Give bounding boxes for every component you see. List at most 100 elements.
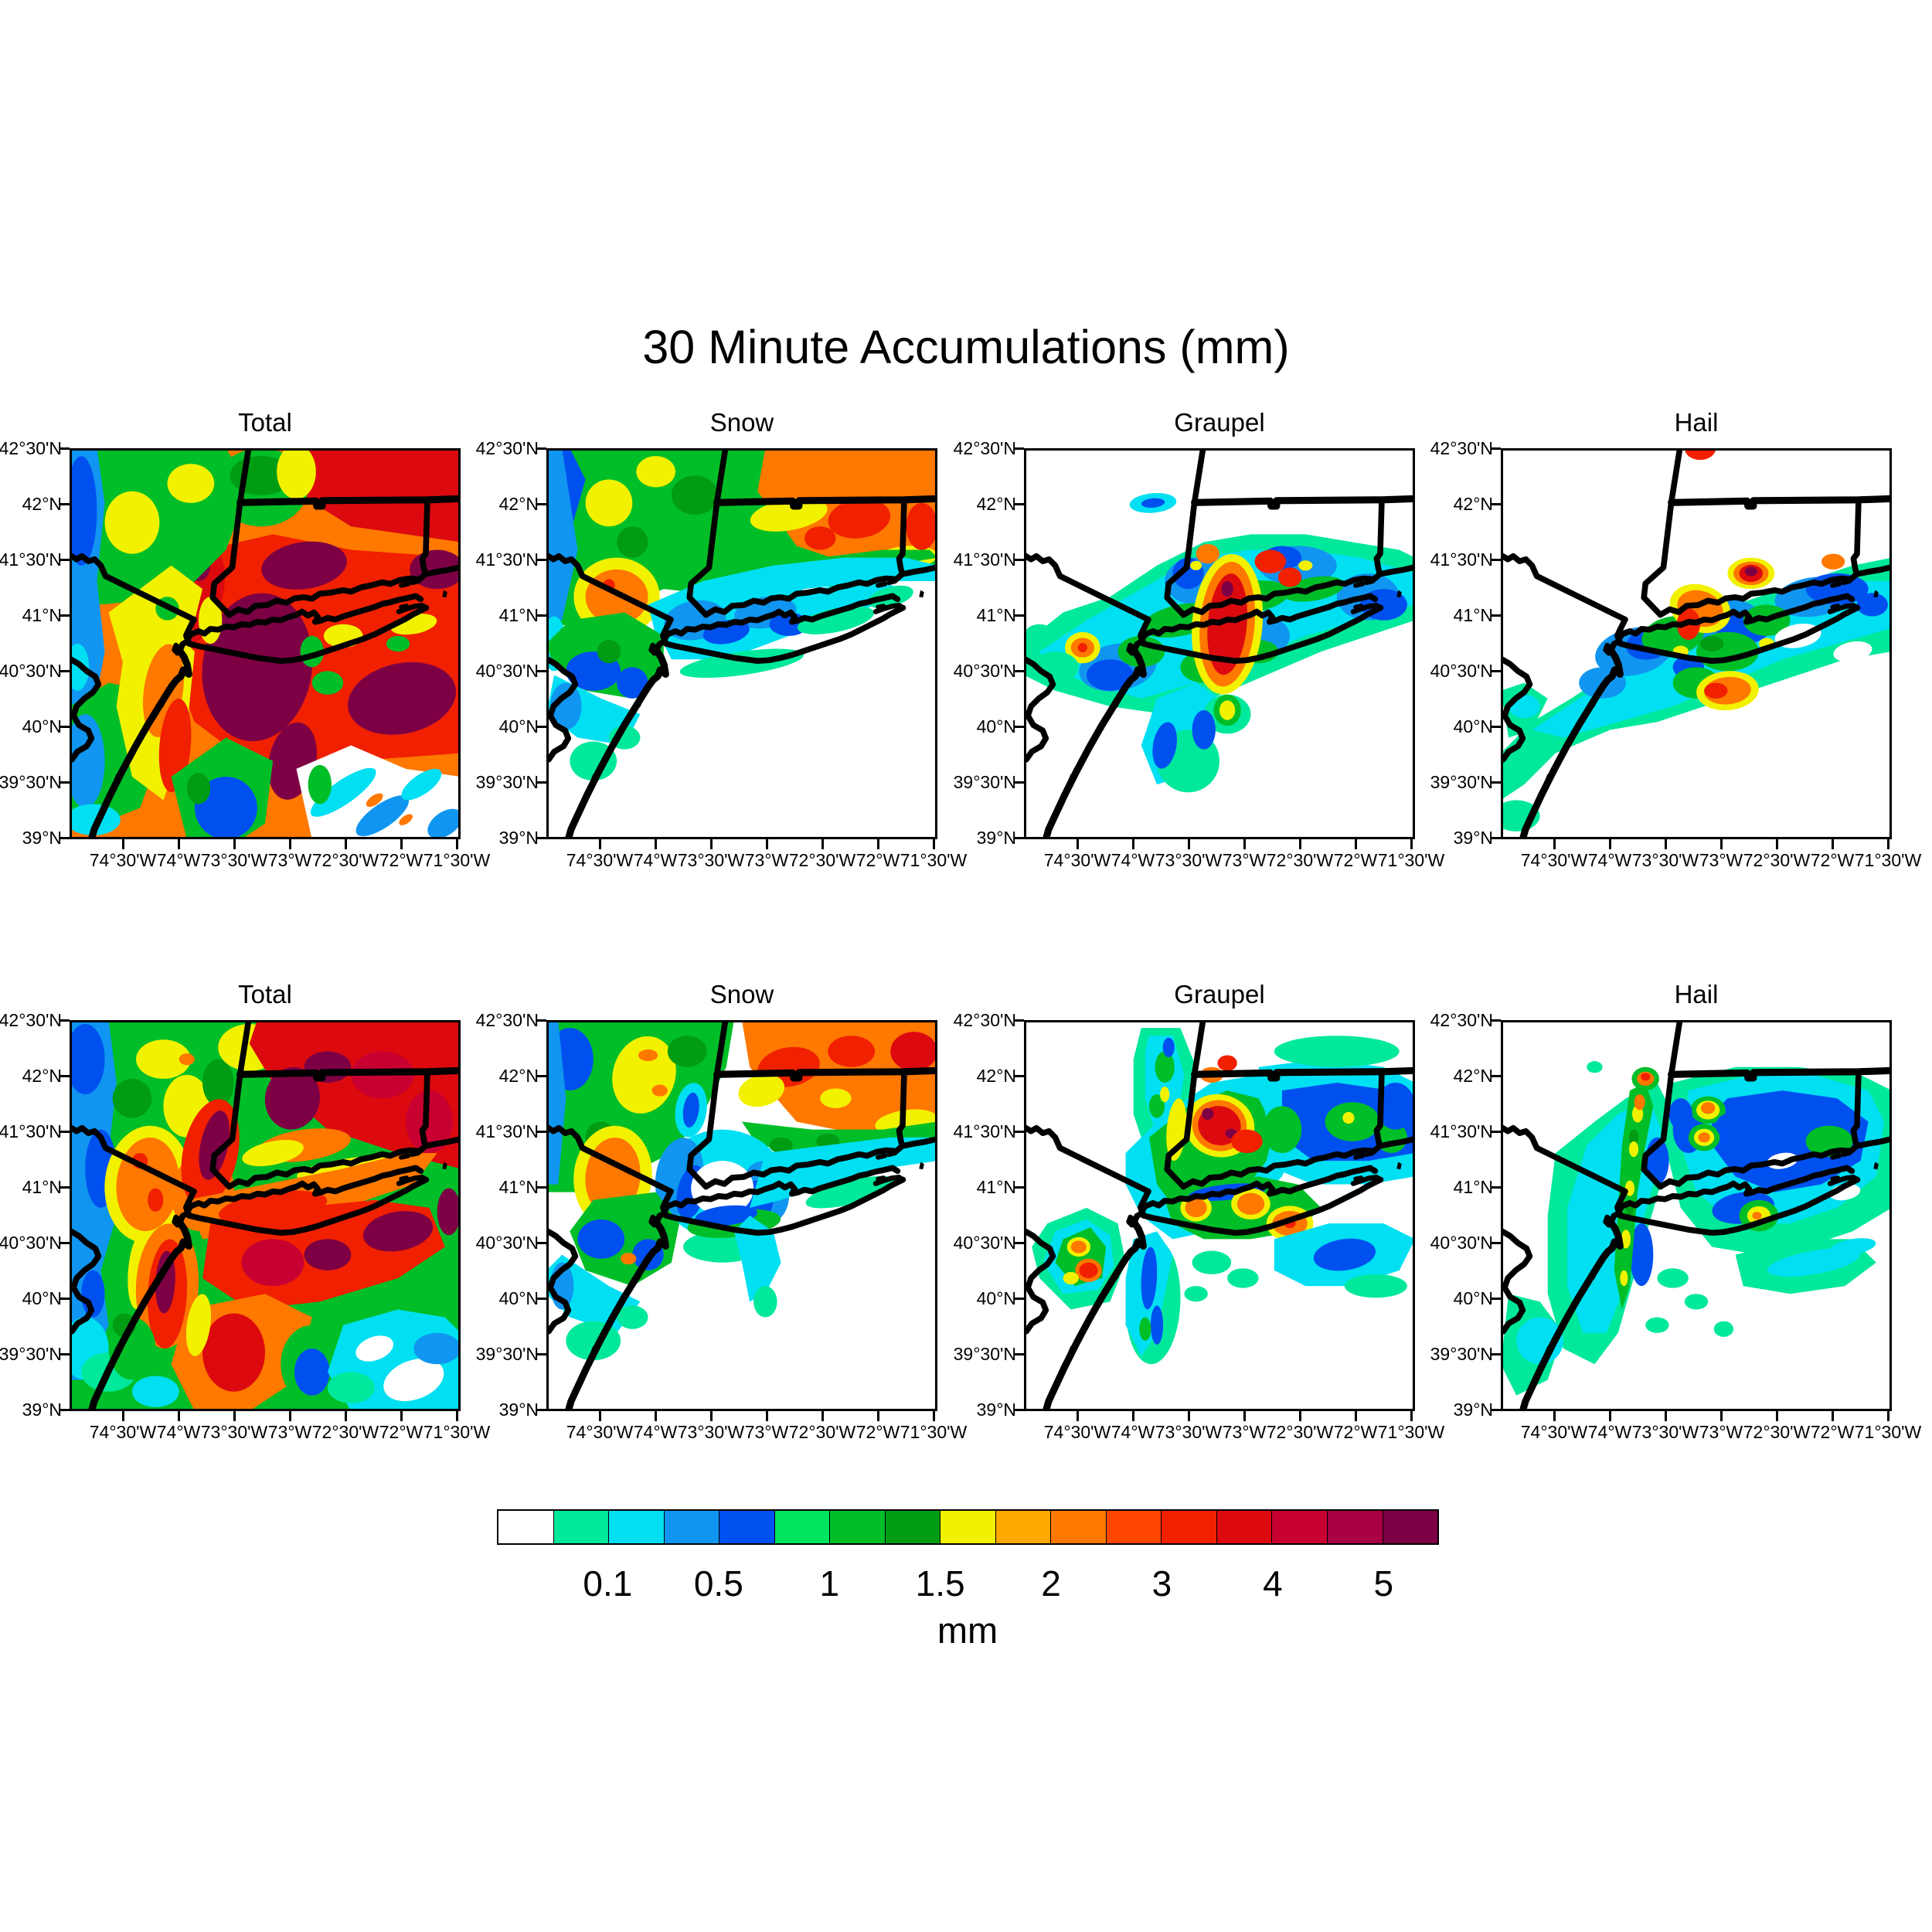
panel-r2-hail: Hail 42°30'N 42°N 41°30'N 41°N 40°30'N 40°N 39°… <box>1430 980 1922 1442</box>
lat-tick <box>536 1242 546 1244</box>
lat-tick <box>1491 447 1501 450</box>
lon-tick <box>655 839 657 849</box>
contour-shape <box>1202 1107 1214 1121</box>
lon-tick <box>178 1411 180 1421</box>
lat-tick-label: 42°30'N <box>475 438 539 458</box>
contour-shape <box>261 541 347 590</box>
lon-tick <box>1832 839 1834 849</box>
lat-tick <box>1014 447 1024 450</box>
lat-tick-label: 41°30'N <box>1430 549 1493 570</box>
contour-shape <box>1752 1211 1762 1220</box>
page-title: 30 Minute Accumulations (mm) <box>642 321 1290 373</box>
contour-field <box>70 448 461 839</box>
lat-tick <box>1014 670 1024 672</box>
lat-tick <box>536 837 546 839</box>
lat-tick <box>60 781 70 784</box>
colorbar-tick-label: 5 <box>1373 1563 1394 1604</box>
contour-shape <box>1024 624 1056 648</box>
lat-tick <box>536 781 546 784</box>
lon-tick <box>345 1411 347 1421</box>
contour-shape <box>264 1066 321 1130</box>
lon-tick-label: 71°30'W <box>1854 850 1922 870</box>
contour-shape <box>636 456 675 488</box>
lat-tick-label: 42°N <box>1453 494 1493 514</box>
lat-tick <box>536 1075 546 1077</box>
lat-tick <box>1491 1131 1501 1133</box>
contour-shape <box>427 808 461 838</box>
contour-shape <box>1587 1061 1603 1073</box>
colorbar-cell <box>1105 1511 1162 1543</box>
lat-tick-label: 42°N <box>498 1066 539 1086</box>
lat-tick-label: 39°30'N <box>0 772 62 792</box>
lat-tick-label: 41°N <box>976 605 1016 625</box>
lon-tick <box>1355 839 1357 849</box>
contour-shape <box>1716 1114 1740 1138</box>
lat-tick <box>536 559 546 561</box>
lat-tick-label: 39°30'N <box>1430 1344 1493 1364</box>
panel-r2-snow: Snow 42°30'N 42°N 41°30'N 41°N 40°30'N 40°N 39°… <box>476 980 968 1442</box>
contour-shape <box>294 1349 330 1396</box>
lon-tick-label: 73°30'W <box>1631 850 1699 870</box>
lon-tick-label: 73°30'W <box>1155 850 1223 870</box>
contour-shape <box>186 772 211 804</box>
lon-tick-label: 73°W <box>1222 1422 1267 1442</box>
lon-tick-label: 71°30'W <box>900 1422 968 1442</box>
lat-tick-label: 39°N <box>1453 1400 1493 1420</box>
lon-tick <box>1299 1411 1301 1421</box>
lon-tick-label: 73°W <box>744 1422 789 1442</box>
lon-tick-label: 72°30'W <box>311 850 379 870</box>
lon-tick <box>710 839 713 849</box>
colorbar-cell <box>829 1511 885 1543</box>
contour-shape <box>753 1286 777 1318</box>
contour-shape <box>199 1111 230 1180</box>
contour-shape <box>1148 1094 1165 1118</box>
lat-tick-label: 40°N <box>22 1288 62 1308</box>
lon-tick-label: 74°W <box>1587 850 1632 870</box>
lat-tick-label: 42°N <box>498 494 539 514</box>
lat-tick <box>60 1186 70 1189</box>
lon-tick-label: 74°W <box>633 1422 678 1442</box>
colorbar-tick-label: 2 <box>1041 1563 1061 1604</box>
lat-tick <box>1014 726 1024 728</box>
colorbar-cell <box>1161 1511 1216 1543</box>
contour-shape <box>413 1332 461 1365</box>
lat-tick <box>1491 503 1501 505</box>
contour-field <box>1024 492 1415 793</box>
lat-tick-label: 39°30'N <box>1430 772 1493 792</box>
colorbar-tick-label: 4 <box>1263 1563 1283 1604</box>
lon-tick-label: 74°30'W <box>89 850 157 870</box>
panel-title: Graupel <box>1174 408 1265 437</box>
lon-tick <box>178 839 180 849</box>
contour-shape <box>682 1092 699 1128</box>
colorbar-tick-label: 1 <box>819 1563 840 1604</box>
lat-tick <box>1491 1242 1501 1244</box>
lon-tick <box>1132 839 1134 849</box>
lat-tick-label: 40°30'N <box>0 661 62 681</box>
lon-tick <box>289 839 291 849</box>
lon-tick-label: 71°30'W <box>423 1422 491 1442</box>
lat-tick-label: 41°30'N <box>953 549 1016 570</box>
lon-tick-label: 71°30'W <box>1854 1422 1922 1442</box>
lon-tick-label: 72°W <box>379 1422 423 1442</box>
contour-shape <box>179 1053 195 1066</box>
contour-shape <box>1185 1198 1207 1218</box>
lon-tick <box>1832 1411 1834 1421</box>
lat-tick-label: 40°30'N <box>953 1233 1016 1253</box>
lon-tick-label: 73°W <box>1699 850 1743 870</box>
contour-shape <box>1227 1268 1259 1288</box>
lon-tick <box>1132 1411 1134 1421</box>
lat-tick <box>60 1242 70 1244</box>
lat-tick <box>60 559 70 561</box>
contour-shape <box>820 1088 852 1108</box>
contour-shape <box>304 1051 352 1083</box>
contour-shape <box>1376 1082 1415 1130</box>
lon-tick <box>1887 1411 1889 1421</box>
lon-tick <box>1553 839 1556 849</box>
lat-tick <box>1014 1409 1024 1411</box>
lat-tick-label: 41°N <box>1453 1177 1493 1197</box>
contour-shape <box>1077 642 1087 653</box>
lon-tick <box>1665 1411 1667 1421</box>
lat-tick-label: 40°N <box>498 716 539 736</box>
lat-tick-label: 41°N <box>22 1177 62 1197</box>
lon-tick-label: 72°30'W <box>1743 850 1811 870</box>
